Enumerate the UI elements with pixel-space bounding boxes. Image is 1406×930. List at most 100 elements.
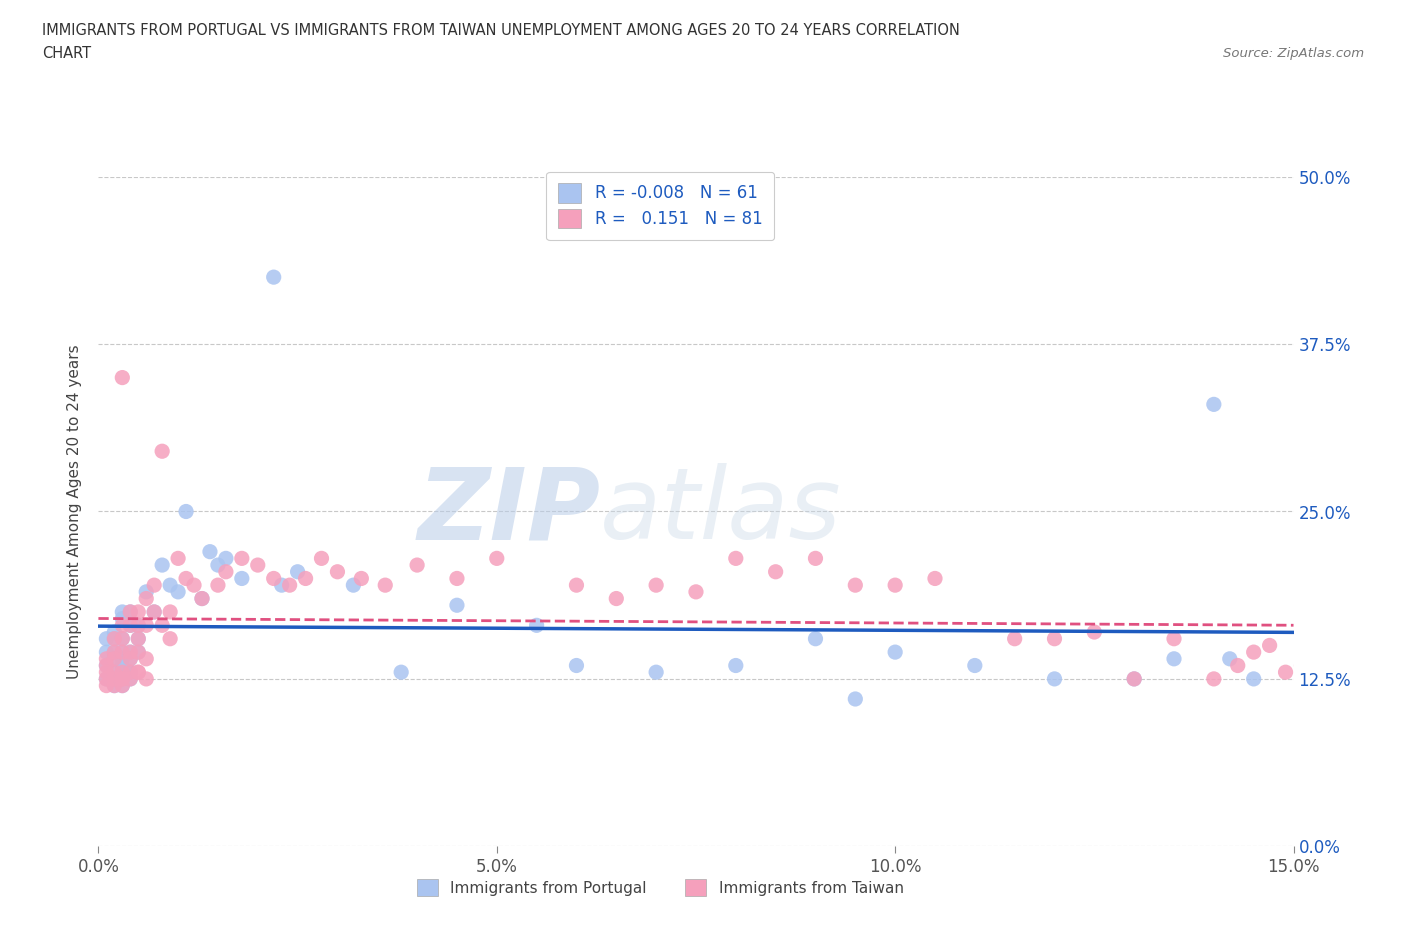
Point <box>103 678 125 693</box>
Point <box>127 631 149 646</box>
Point <box>685 584 707 599</box>
Point <box>263 270 285 285</box>
Point <box>111 658 134 673</box>
Point <box>765 565 787 579</box>
Point <box>143 604 166 619</box>
Point <box>96 678 118 693</box>
Point <box>111 678 134 693</box>
Point <box>1258 638 1281 653</box>
Point <box>96 644 118 659</box>
Point <box>111 618 134 632</box>
Point <box>96 651 118 666</box>
Point <box>111 631 134 646</box>
Point <box>350 571 373 586</box>
Point <box>565 658 588 673</box>
Point <box>120 604 142 619</box>
Point <box>884 644 907 659</box>
Point <box>135 671 157 686</box>
Point <box>207 578 229 592</box>
Point <box>127 644 149 659</box>
Point <box>103 644 125 659</box>
Point <box>103 644 125 659</box>
Point <box>174 571 197 586</box>
Point <box>111 611 134 626</box>
Text: ZIP: ZIP <box>418 463 600 560</box>
Point <box>111 665 134 680</box>
Point <box>1043 631 1066 646</box>
Point <box>96 658 118 673</box>
Point <box>191 591 214 606</box>
Point <box>159 631 181 646</box>
Point <box>103 625 125 640</box>
Point <box>278 578 301 592</box>
Point <box>111 671 134 686</box>
Point <box>96 658 118 673</box>
Point <box>120 651 142 666</box>
Point <box>127 631 149 646</box>
Point <box>135 591 157 606</box>
Point <box>724 658 747 673</box>
Point <box>135 584 157 599</box>
Point <box>924 571 946 586</box>
Point <box>96 631 118 646</box>
Point <box>1123 671 1146 686</box>
Point <box>844 578 866 592</box>
Point <box>389 665 412 680</box>
Point <box>645 578 668 592</box>
Point <box>963 658 986 673</box>
Point <box>326 565 349 579</box>
Point <box>167 584 190 599</box>
Text: IMMIGRANTS FROM PORTUGAL VS IMMIGRANTS FROM TAIWAN UNEMPLOYMENT AMONG AGES 20 TO: IMMIGRANTS FROM PORTUGAL VS IMMIGRANTS F… <box>42 23 960 38</box>
Point <box>1123 671 1146 686</box>
Point <box>96 665 118 680</box>
Point <box>246 558 269 573</box>
Point <box>215 565 238 579</box>
Text: atlas: atlas <box>600 463 842 560</box>
Point <box>1274 665 1296 680</box>
Text: Source: ZipAtlas.com: Source: ZipAtlas.com <box>1223 46 1364 60</box>
Point <box>120 671 142 686</box>
Point <box>406 558 429 573</box>
Point <box>120 665 142 680</box>
Point <box>103 665 125 680</box>
Point <box>1291 658 1313 673</box>
Point <box>127 665 149 680</box>
Point <box>111 678 134 693</box>
Point <box>96 671 118 686</box>
Point <box>143 604 166 619</box>
Point <box>103 631 125 646</box>
Y-axis label: Unemployment Among Ages 20 to 24 years: Unemployment Among Ages 20 to 24 years <box>67 344 83 679</box>
Point <box>111 631 134 646</box>
Point <box>159 578 181 592</box>
Point <box>127 618 149 632</box>
Point <box>198 544 221 559</box>
Point <box>111 644 134 659</box>
Text: CHART: CHART <box>42 46 91 61</box>
Point <box>120 644 142 659</box>
Point <box>191 591 214 606</box>
Point <box>183 578 205 592</box>
Point <box>294 571 316 586</box>
Point <box>884 578 907 592</box>
Point <box>804 631 827 646</box>
Point <box>111 370 134 385</box>
Legend: Immigrants from Portugal, Immigrants from Taiwan: Immigrants from Portugal, Immigrants fro… <box>408 870 912 906</box>
Point <box>1163 631 1185 646</box>
Point <box>1163 651 1185 666</box>
Point <box>174 504 197 519</box>
Point <box>207 558 229 573</box>
Point <box>485 551 508 565</box>
Point <box>111 604 134 619</box>
Point <box>645 665 668 680</box>
Point <box>103 678 125 693</box>
Point <box>1219 651 1241 666</box>
Point <box>342 578 364 592</box>
Point <box>1243 644 1265 659</box>
Point <box>446 598 468 613</box>
Point <box>135 618 157 632</box>
Point <box>120 671 142 686</box>
Point <box>446 571 468 586</box>
Point <box>135 651 157 666</box>
Point <box>103 671 125 686</box>
Point <box>167 551 190 565</box>
